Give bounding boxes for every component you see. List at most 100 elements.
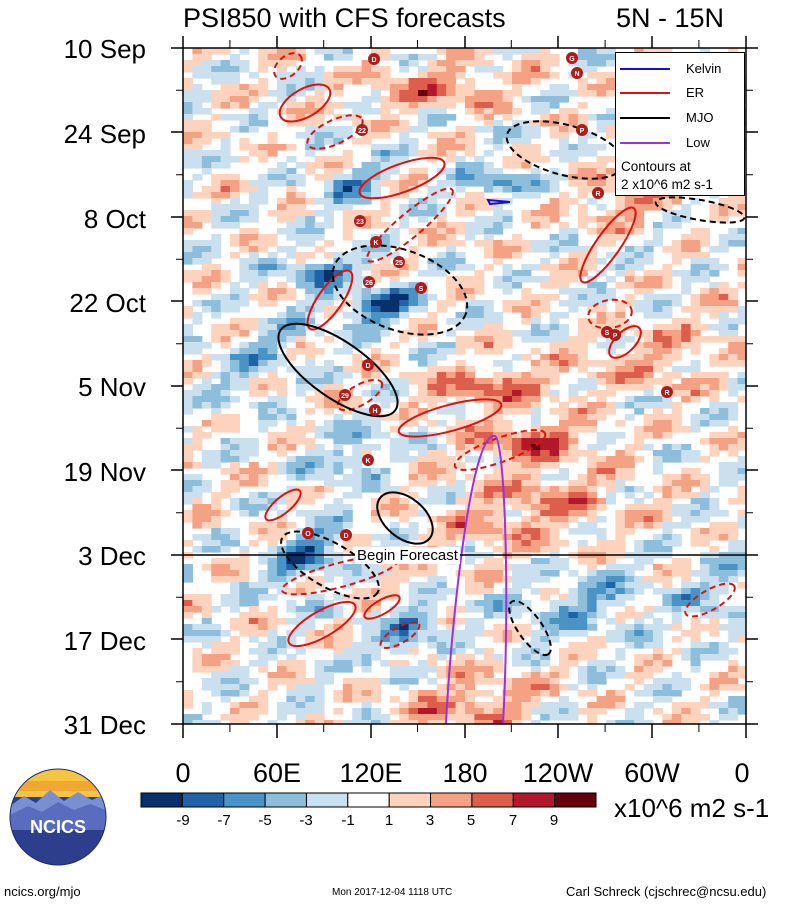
legend-item-er: ER [616,83,746,103]
storm-marker: K [370,236,382,248]
storm-marker-label: S [419,286,424,293]
colorbar-swatch [388,792,432,808]
storm-marker-label: P [613,333,618,340]
legend-note-line: Contours at [621,159,691,174]
logo-text: NCICS [30,817,86,837]
storm-marker-label: K [373,240,378,247]
storm-marker: H [369,404,381,416]
storm-marker-label: S [605,330,610,337]
kelvin-contour [486,198,511,206]
wave-contour [306,114,364,150]
low-contour [445,435,508,724]
wave-contour [684,582,736,618]
storm-marker-label: K [365,458,370,465]
wave-contour [336,378,384,412]
wave-contour [376,491,434,545]
storm-marker-label: G [569,56,575,63]
colorbar-tick: -7 [217,812,231,829]
colorbar-tick: -9 [176,812,190,829]
storm-marker: S [415,282,427,294]
footer-timestamp: Mon 2017-12-04 1118 UTC [332,887,453,898]
legend-label: MJO [686,110,714,125]
storm-marker-label: 22 [358,128,366,135]
begin-forecast-label: Begin Forecast [355,547,460,564]
latitude-band: 5N - 15N [616,3,725,33]
legend-swatch [620,92,670,94]
x-tick-label: 60W [624,758,680,788]
storm-marker-label: R [595,191,600,198]
x-tick-label: 120W [522,758,594,788]
chart-title: PSI850 with CFS forecasts [183,3,506,33]
storm-marker-label: D [371,57,376,64]
storm-marker-label: N [574,71,579,78]
y-tick-label: 17 Dec [63,626,146,656]
wave-contour [273,52,303,80]
y-tick-label: 22 Oct [69,288,146,318]
storm-marker: 25 [393,256,405,268]
legend-note-line: 2 x10^6 m2 s-1 [621,177,713,192]
wave-contour [453,429,547,471]
wave-contour [306,269,354,331]
colorbar-swatch [181,792,225,808]
wave-contour [579,206,637,284]
x-tick-label: 0 [734,758,750,788]
storm-marker: N [571,67,583,79]
y-tick-label: 3 Dec [78,541,146,571]
wave-contour [278,83,332,123]
storm-marker: O [302,527,314,539]
legend-swatch [620,68,670,70]
legend-note: Contours at 2 x10^6 m2 s-1 [621,158,713,194]
storm-marker-label: 26 [365,280,373,287]
storm-marker-label: P [580,128,585,135]
colorbar-tick: 3 [425,812,435,829]
storm-marker-label: O [305,531,311,538]
storm-marker-label: H [372,408,377,415]
storm-marker-label: 23 [356,219,364,226]
colorbar-tick: 9 [549,812,559,829]
colorbar-swatch [264,792,307,808]
storm-marker: P [576,124,588,136]
x-tick-label: 60E [252,758,302,788]
storm-marker: R [661,386,673,398]
x-tick-label: 0 [175,758,191,788]
colorbar-swatch [512,792,556,808]
storm-marker: D [362,359,374,371]
storm-marker: 29 [339,389,351,401]
legend-item-kelvin: Kelvin [616,59,746,79]
legend-swatch [620,117,670,119]
wave-contour [264,488,302,522]
wave-contour [379,621,421,649]
storm-marker: G [566,52,578,64]
wave-contour [587,298,633,330]
storm-marker-label: 25 [395,260,403,267]
y-tick-label: 24 Sep [63,119,146,149]
wave-contour [508,599,552,657]
storm-marker: D [368,53,380,65]
axis-ticks [171,36,758,738]
storm-marker: R [592,187,604,199]
legend-label: Low [686,135,710,150]
colorbar-swatch [305,792,349,808]
colorbar-swatch [347,792,390,808]
legend-item-low: Low [616,133,746,153]
colorbar-swatch [140,792,183,808]
legend-label: Kelvin [686,61,722,76]
colorbar-swatch [554,792,597,808]
colorbar-units: x10^6 m2 s-1 [614,793,770,823]
storm-marker: 22 [356,124,368,136]
colorbar-tick: -1 [341,812,355,829]
x-tick-label: 180 [442,758,488,788]
wave-contour [358,156,446,200]
storm-marker-label: D [343,533,348,540]
colorbar-tick: 1 [384,812,394,829]
legend-swatch [620,142,670,144]
legend: Kelvin ER MJO Low Contours at 2 x10^6 m2… [615,52,745,196]
storm-marker: 23 [354,215,366,227]
wave-contour [366,187,454,263]
y-tick-label: 8 Oct [83,204,146,234]
wave-contour [397,398,503,438]
storm-marker-label: 29 [341,393,349,400]
heatmap-field [183,48,746,724]
wave-contour [287,600,357,648]
